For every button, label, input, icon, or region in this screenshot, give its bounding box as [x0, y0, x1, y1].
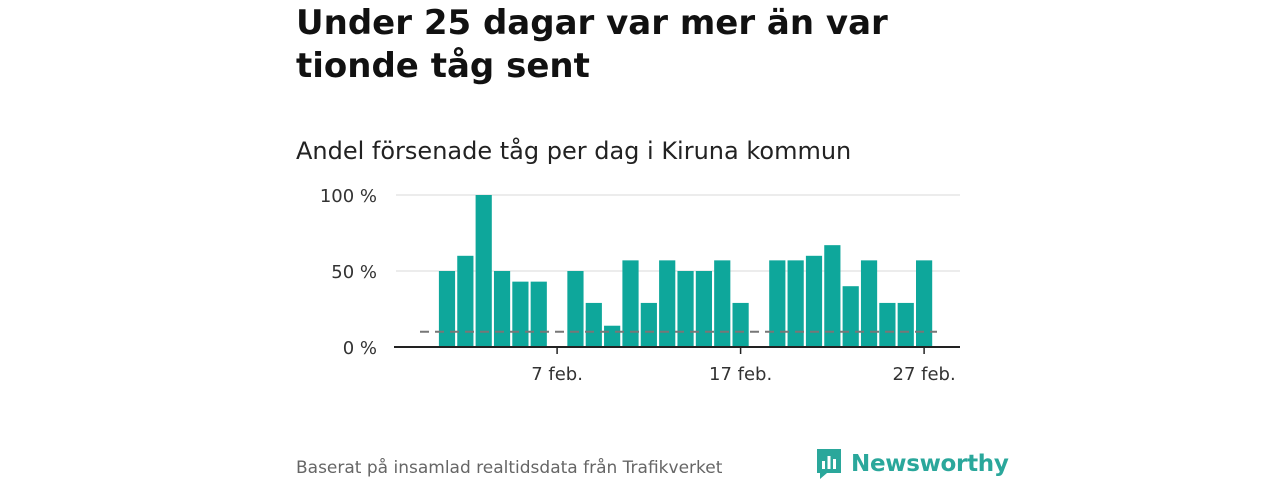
- x-axis-ticks: 7 feb. 17 feb. 27 feb.: [531, 347, 956, 385]
- y-tick-label: 0 %: [343, 338, 377, 359]
- newsworthy-logo-icon: [817, 449, 841, 479]
- x-tick-label: 17 feb.: [709, 364, 772, 385]
- bar: [677, 271, 694, 347]
- bar: [530, 281, 547, 347]
- bar: [567, 271, 584, 347]
- bar: [457, 255, 474, 347]
- y-axis-labels: 0 % 50 % 100 %: [320, 186, 377, 359]
- bar: [732, 302, 749, 347]
- bar-chart: 0 % 50 % 100 % 7 feb. 17 feb. 27 feb.: [320, 186, 960, 385]
- bar: [805, 255, 823, 347]
- bar: [769, 260, 786, 347]
- bar: [640, 302, 657, 347]
- chart-title: Under 25 dagar var mer än var tionde tåg…: [296, 3, 888, 86]
- bar: [512, 281, 529, 347]
- bar: [695, 271, 712, 347]
- bar: [622, 260, 639, 347]
- bar: [714, 260, 731, 347]
- newsworthy-logo: Newsworthy: [815, 447, 1009, 481]
- bar: [842, 286, 859, 347]
- bar: [438, 271, 456, 347]
- bar: [475, 195, 492, 347]
- bars: [438, 195, 933, 347]
- bar: [824, 245, 841, 347]
- bar: [585, 302, 602, 347]
- x-tick-label: 27 feb.: [893, 364, 956, 385]
- x-tick-label: 7 feb.: [531, 364, 583, 385]
- bar: [897, 302, 914, 347]
- bar: [860, 260, 878, 347]
- chart-subtitle: Andel försenade tåg per dag i Kiruna kom…: [296, 137, 852, 165]
- brand-name: Newsworthy: [851, 451, 1009, 477]
- bar: [787, 260, 804, 347]
- source-note: Baserat på insamlad realtidsdata från Tr…: [296, 458, 723, 478]
- bar: [493, 271, 511, 347]
- y-tick-label: 100 %: [320, 186, 377, 207]
- y-tick-label: 50 %: [331, 262, 377, 283]
- bar: [916, 260, 933, 347]
- bar: [879, 302, 896, 347]
- bar: [604, 325, 621, 347]
- bar: [659, 260, 676, 347]
